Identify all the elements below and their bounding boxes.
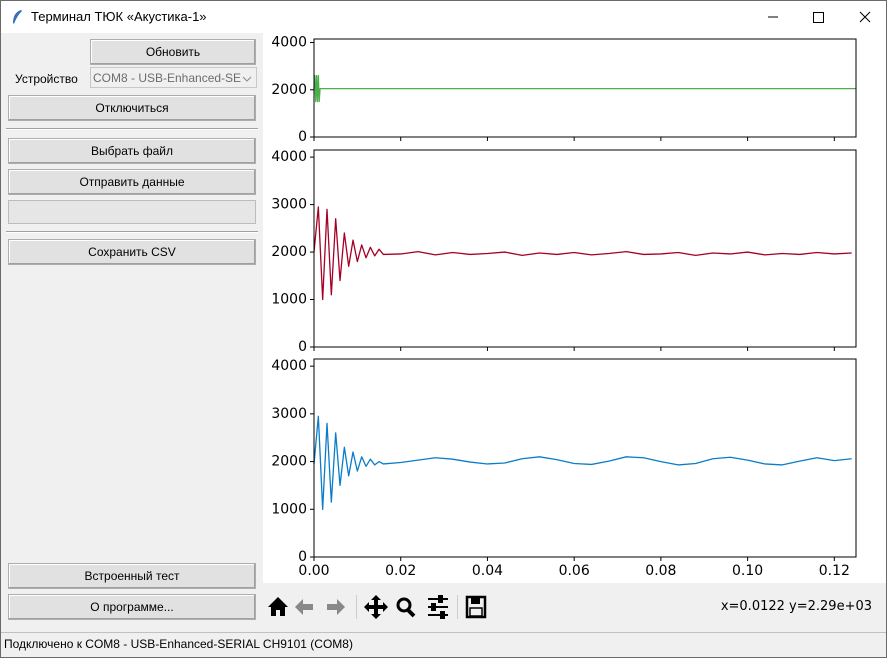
home-button[interactable] bbox=[268, 597, 288, 616]
about-button[interactable]: О программе... bbox=[8, 594, 256, 620]
maximize[interactable] bbox=[813, 12, 824, 23]
axes-frame bbox=[313, 38, 857, 138]
y-tick-label: 0 bbox=[298, 339, 307, 355]
plot-canvas: 0 2000 4000 0 1000 2000 3000 4000 0 1000 2000 3000 4… bbox=[263, 33, 886, 583]
forward-button[interactable] bbox=[327, 599, 345, 615]
x-tick-label: 0.04 bbox=[472, 563, 503, 579]
y-tick-label: 0 bbox=[298, 549, 307, 565]
axes-frame bbox=[313, 149, 857, 348]
y-tick-label: 3000 bbox=[271, 406, 307, 422]
combo-arrow bbox=[242, 76, 252, 82]
x-tick-label: 0.00 bbox=[298, 563, 329, 579]
self-test-button[interactable]: Встроенный тест bbox=[8, 563, 256, 589]
refresh-button[interactable]: Обновить bbox=[90, 39, 256, 65]
signal-line bbox=[313, 206, 852, 301]
x-tick-label: 0.02 bbox=[385, 563, 416, 579]
separator bbox=[6, 231, 258, 233]
signal-line bbox=[313, 74, 856, 103]
y-tick-label: 2000 bbox=[271, 82, 307, 98]
save-csv-button[interactable]: Сохранить CSV bbox=[8, 239, 256, 265]
y-tick-label: 4000 bbox=[271, 35, 307, 51]
save-button[interactable] bbox=[465, 595, 487, 619]
status-text: Подключено к COM8 - USB-Enhanced-SERIAL … bbox=[4, 637, 353, 651]
window-title: Терминал ТЮК «Акустика-1» bbox=[31, 9, 207, 24]
axes-frame bbox=[313, 358, 857, 558]
y-tick-label: 0 bbox=[298, 129, 307, 145]
disconnect-button[interactable]: Отключиться bbox=[8, 95, 256, 121]
signal-line bbox=[313, 415, 852, 510]
y-tick-label: 2000 bbox=[271, 454, 307, 470]
x-tick-label: 0.12 bbox=[819, 563, 850, 579]
y-tick-label: 2000 bbox=[271, 244, 307, 260]
plot-toolbar bbox=[263, 583, 886, 631]
toolbar-icons bbox=[268, 595, 487, 619]
x-tick-label: 0.06 bbox=[559, 563, 590, 579]
y-tick-label: 1000 bbox=[271, 501, 307, 517]
window-controls[interactable] bbox=[746, 1, 886, 33]
configure-button[interactable] bbox=[428, 595, 448, 619]
y-tick-label: 1000 bbox=[271, 292, 307, 308]
x-tick-label: 0.08 bbox=[645, 563, 676, 579]
title-bar: Терминал ТЮК «Акустика-1» bbox=[1, 1, 886, 33]
y-tick-label: 4000 bbox=[271, 358, 307, 374]
cursor-coordinates: x=0.0122 y=2.29e+03 bbox=[720, 599, 872, 614]
close[interactable] bbox=[859, 11, 871, 23]
send-button[interactable]: Отправить данные bbox=[8, 169, 256, 195]
choose-file-button[interactable]: Выбрать файл bbox=[8, 138, 256, 164]
pan-button[interactable] bbox=[364, 595, 388, 619]
x-tick-label: 0.10 bbox=[732, 563, 763, 579]
progress-bar bbox=[8, 200, 256, 224]
device-label: Устройство bbox=[15, 72, 78, 86]
app-icon bbox=[13, 10, 22, 24]
y-tick-label: 4000 bbox=[271, 149, 307, 165]
device-combo-text: COM8 - USB-Enhanced-SE bbox=[93, 71, 242, 85]
separator bbox=[6, 128, 258, 130]
status-bar: Подключено к COM8 - USB-Enhanced-SERIAL … bbox=[1, 632, 886, 657]
back-button[interactable] bbox=[295, 599, 313, 615]
y-tick-label: 3000 bbox=[271, 197, 307, 213]
plot-background bbox=[263, 33, 886, 583]
zoom-button[interactable] bbox=[396, 597, 416, 618]
device-combo[interactable]: COM8 - USB-Enhanced-SE bbox=[90, 67, 257, 88]
